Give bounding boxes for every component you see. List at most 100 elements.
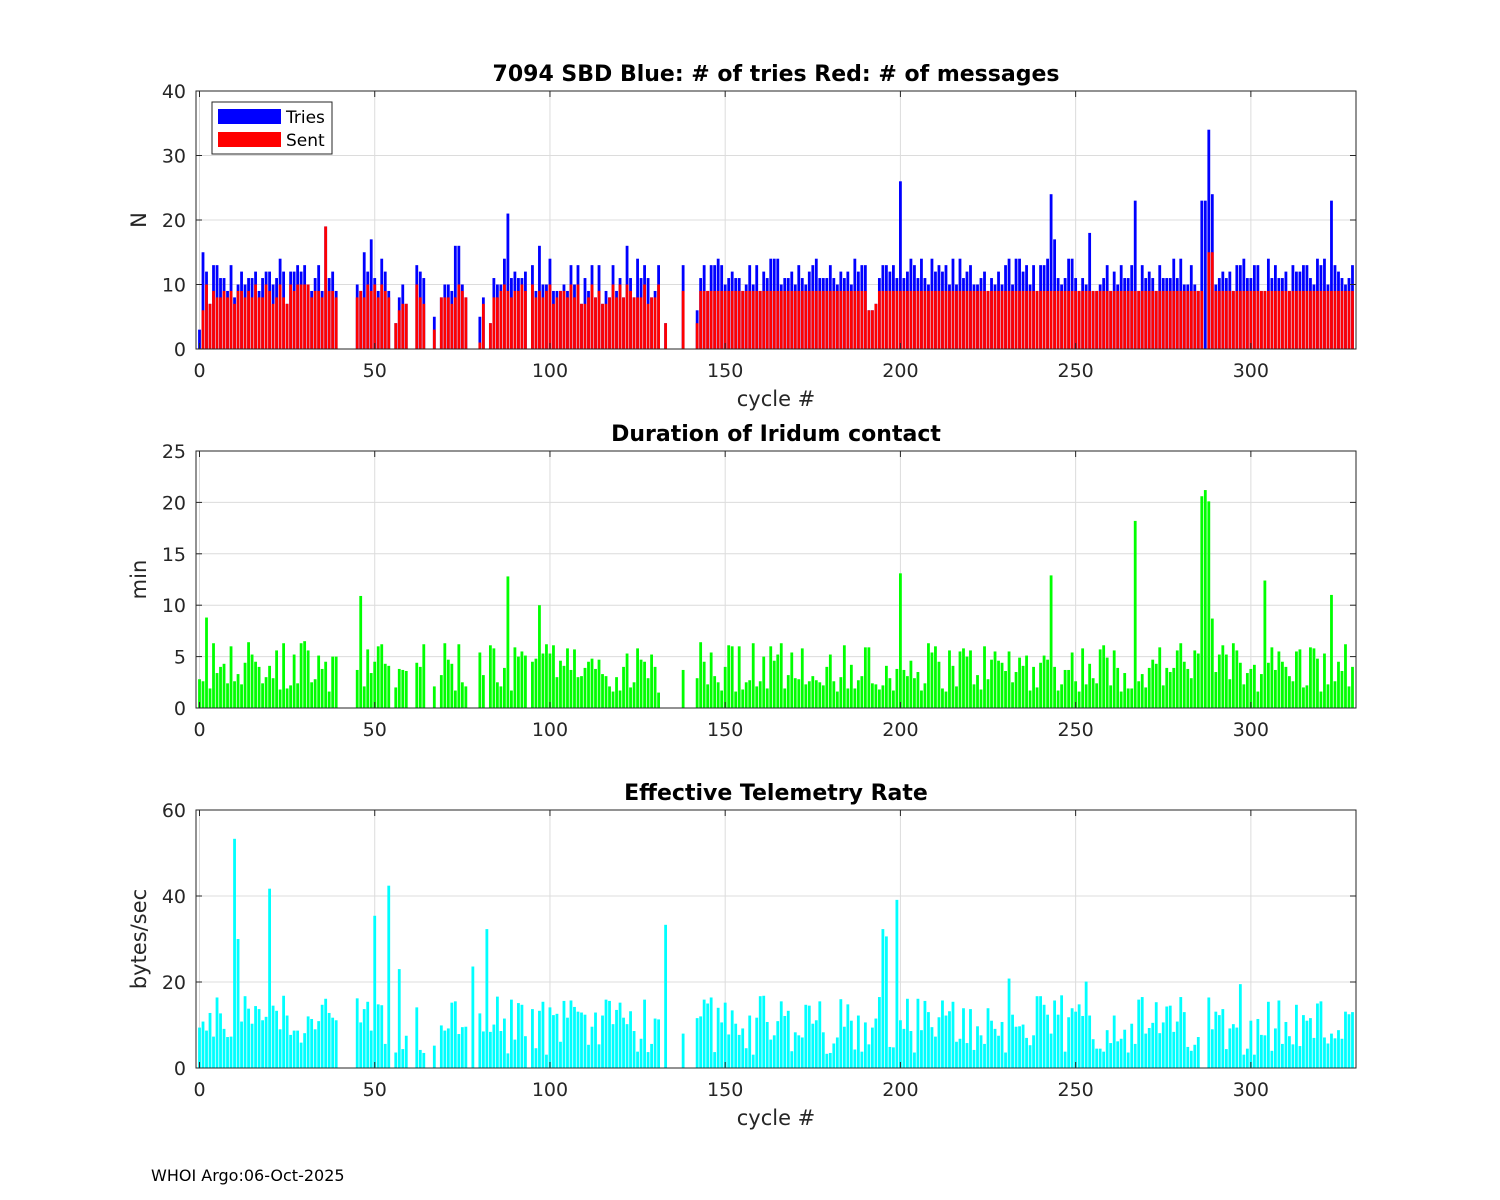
bar-duration xyxy=(1137,681,1141,708)
bar-rate xyxy=(962,1008,965,1068)
bar-duration xyxy=(1347,686,1351,708)
bar-rate xyxy=(608,1000,611,1068)
bar-duration xyxy=(1109,685,1113,708)
bar-tries xyxy=(506,213,510,349)
bar-rate xyxy=(401,1049,405,1068)
bar-rate xyxy=(1035,996,1039,1068)
bar-duration xyxy=(257,666,261,708)
bar-rate xyxy=(292,1030,296,1068)
bar-duration xyxy=(1340,670,1344,708)
bar-sent xyxy=(916,290,920,349)
bar-rate xyxy=(807,1005,811,1068)
bar-sent xyxy=(1007,290,1011,349)
bar-sent xyxy=(863,290,867,349)
bar-rate xyxy=(1123,1029,1127,1068)
bar-sent xyxy=(1011,290,1014,349)
bar-rate xyxy=(380,1005,384,1068)
bar-rate xyxy=(1028,1045,1032,1068)
bar-sent xyxy=(1273,290,1277,349)
bar-duration xyxy=(920,690,923,708)
bar-rate xyxy=(744,1048,748,1068)
bar-sent xyxy=(842,290,846,349)
bar-sent xyxy=(457,284,461,349)
bar-rate xyxy=(257,1009,261,1068)
bar-sent xyxy=(1249,290,1253,349)
bar-sent xyxy=(877,290,881,349)
bar-duration xyxy=(709,652,713,708)
bar-rate xyxy=(481,1031,485,1068)
x-tick-label: 150 xyxy=(707,719,743,741)
bar-rate xyxy=(219,1013,222,1068)
x-tick-label: 200 xyxy=(882,1079,918,1101)
bar-duration xyxy=(951,665,955,708)
bar-rate xyxy=(1249,1020,1253,1068)
bar-rate xyxy=(1326,1043,1330,1068)
bar-duration xyxy=(254,661,257,708)
bar-rate xyxy=(1214,1011,1218,1068)
bar-sent xyxy=(327,290,331,349)
bar-sent xyxy=(1252,290,1256,349)
bar-sent xyxy=(941,290,944,349)
bar-rate xyxy=(716,1007,720,1068)
bar-sent xyxy=(1259,290,1263,349)
bar-duration xyxy=(1266,662,1270,708)
bar-sent xyxy=(1277,290,1281,349)
bar-rate xyxy=(282,995,286,1068)
bar-rate xyxy=(772,1035,776,1068)
bar-rate xyxy=(275,1010,278,1068)
bar-rate xyxy=(797,1035,801,1068)
bar-sent xyxy=(1088,290,1092,349)
bar-rate xyxy=(222,1028,226,1068)
bar-duration xyxy=(976,675,979,708)
bar-sent xyxy=(1179,290,1183,349)
bar-duration xyxy=(1070,652,1074,708)
bar-duration xyxy=(790,652,794,708)
bar-sent xyxy=(1316,290,1319,349)
bar-rate xyxy=(1193,1044,1197,1068)
bar-rate xyxy=(457,1034,461,1068)
bar-rate xyxy=(734,1023,738,1068)
bar-sent xyxy=(1144,290,1148,349)
bar-sent xyxy=(727,290,731,349)
bar-rate xyxy=(369,1030,373,1068)
bar-duration xyxy=(1330,594,1333,708)
bar-rate xyxy=(702,999,706,1068)
bar-sent xyxy=(222,290,226,349)
bar-rate xyxy=(930,1027,934,1068)
bar-sent xyxy=(881,290,885,349)
bar-duration xyxy=(453,690,457,708)
bar-sent xyxy=(226,297,229,349)
bar-sent xyxy=(1112,290,1116,349)
bar-duration xyxy=(884,665,888,708)
bar-rate xyxy=(1168,1005,1172,1068)
bar-rate xyxy=(320,1004,324,1068)
bar-duration xyxy=(278,689,282,708)
bar-sent xyxy=(552,303,555,349)
bar-rate xyxy=(310,1018,314,1068)
legend-swatch-sent xyxy=(218,132,281,147)
bar-rate xyxy=(559,1041,562,1068)
y-tick-label: 20 xyxy=(162,972,186,994)
bar-duration xyxy=(1011,682,1014,708)
bar-rate xyxy=(534,1048,538,1068)
bar-duration xyxy=(797,679,801,708)
bar-rate xyxy=(1323,1037,1326,1068)
bar-duration xyxy=(1291,681,1295,708)
bar-sent xyxy=(1312,290,1316,349)
bar-duration xyxy=(510,690,513,708)
bar-rate xyxy=(1316,1003,1319,1068)
bar-sent xyxy=(257,297,261,349)
bar-rate xyxy=(786,1010,790,1068)
bar-sent xyxy=(317,290,321,349)
bar-duration xyxy=(1179,643,1183,708)
bar-sent xyxy=(884,290,888,349)
bar-sent xyxy=(369,290,373,349)
bar-duration xyxy=(916,672,920,708)
bar-duration xyxy=(531,661,534,708)
bar-sent xyxy=(233,303,236,349)
bar-duration xyxy=(821,685,825,708)
bar-rate xyxy=(250,1023,254,1068)
bar-sent xyxy=(1196,290,1200,349)
bar-sent xyxy=(723,290,727,349)
bar-sent xyxy=(1238,290,1242,349)
